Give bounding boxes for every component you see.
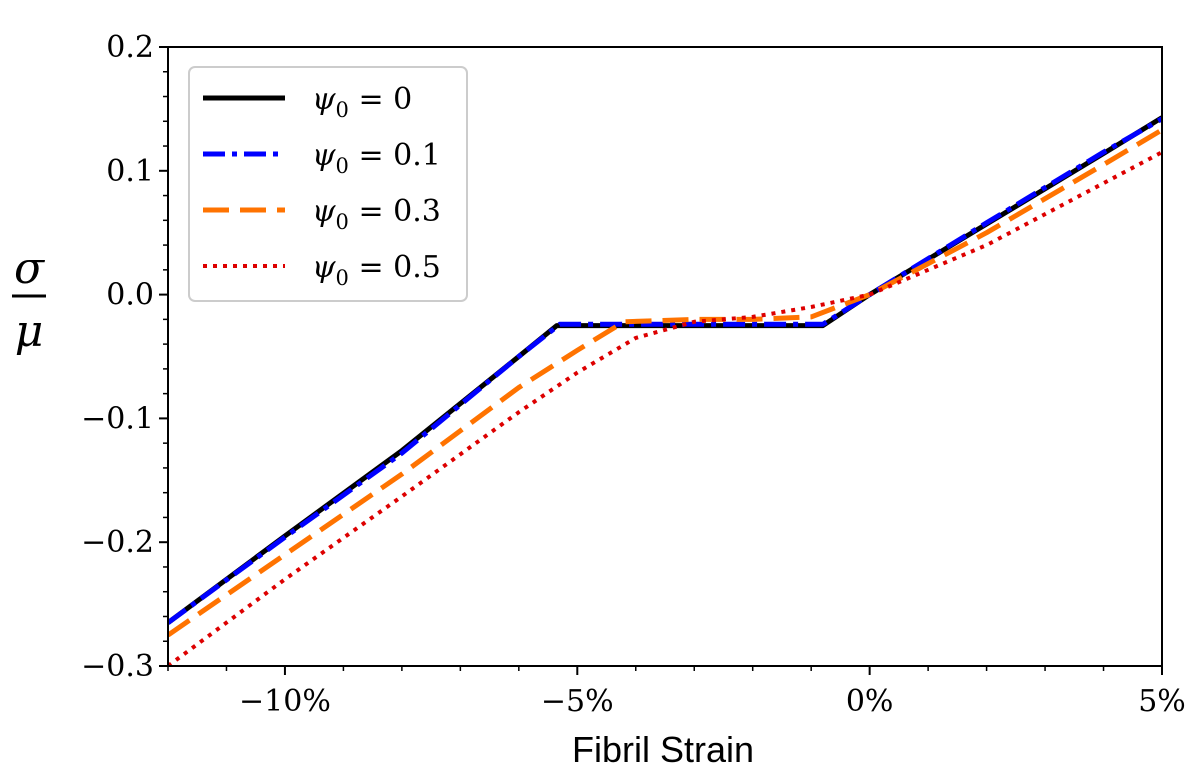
plot-frame [167,46,1163,667]
y-tick-label: 0.1 [106,154,154,189]
y-axis-label: σ μ [12,243,46,357]
legend-label-1: ψ0 = 0 [312,82,412,122]
series-line-2 [168,116,1162,625]
y-tick-label: −0.3 [81,649,154,684]
legend-box [188,66,468,302]
y-tick-label: 0.0 [106,278,154,313]
x-axis-label: Fibril Strain [572,729,754,770]
series-line-3 [168,127,1162,638]
legend-label-2: ψ0 = 0.1 [312,138,441,178]
x-tick-label: −10% [239,684,331,719]
legend-label-3: ψ0 = 0.3 [312,194,441,234]
y-tick-label: −0.1 [81,401,154,436]
x-tick-label: 0% [846,684,894,719]
legend-label-4: ψ0 = 0.5 [312,250,441,290]
x-tick-label: −5% [541,684,614,719]
legend: ψ0 = 0 ψ0 = 0.1 ψ0 = 0.3 ψ0 = 0.5 [188,66,468,302]
plot-area [168,115,1162,666]
y-axis-label-denominator: μ [15,306,44,357]
x-tick-label: 5% [1138,684,1186,719]
y-axis-label-numerator: σ [14,243,46,294]
y-tick-label: 0.2 [106,30,154,65]
y-tick-label: −0.2 [81,525,154,560]
series-line-4 [168,150,1162,666]
axes: −10% −5% 0% 5% 0.2 0.1 0.0 −0.1 −0.2 −0.3 [81,30,1186,719]
